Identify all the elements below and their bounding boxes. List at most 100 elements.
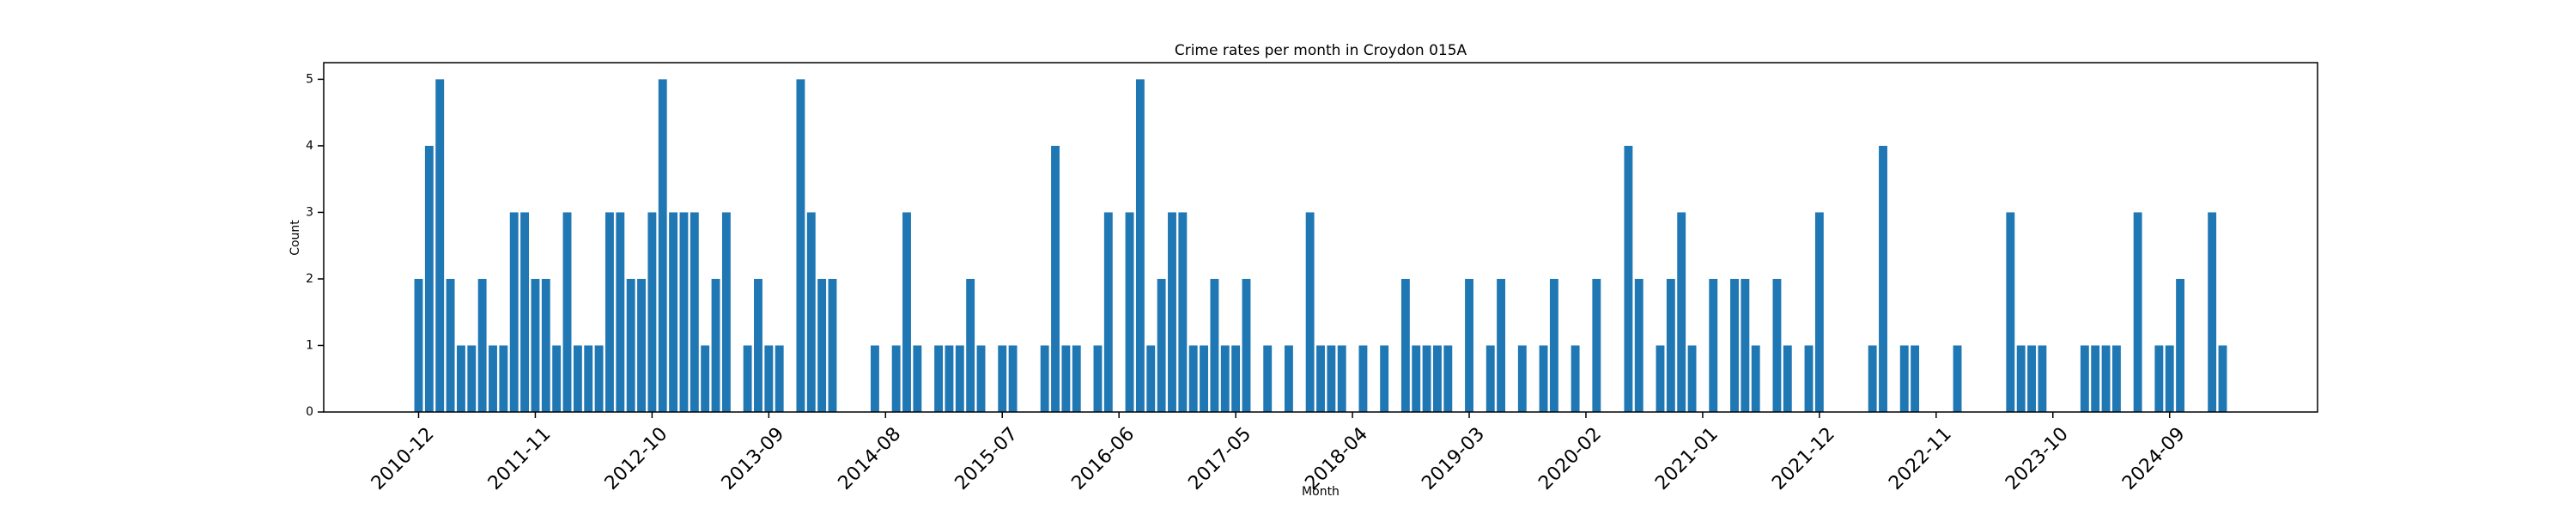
- bar: [616, 212, 625, 412]
- bar: [489, 345, 497, 412]
- bar: [1517, 345, 1527, 412]
- bar: [934, 345, 944, 412]
- bar: [1168, 212, 1176, 412]
- bar: [1178, 212, 1188, 412]
- bar: [456, 345, 465, 412]
- bar: [467, 345, 477, 412]
- x-tick-label: 2022-11: [1885, 423, 1956, 494]
- x-tick-label: 2010-12: [368, 423, 439, 494]
- bar: [2091, 345, 2100, 412]
- bar: [1412, 345, 1421, 412]
- bar: [976, 345, 986, 412]
- bar: [1899, 345, 1909, 412]
- bar: [1305, 212, 1315, 412]
- bar: [1783, 345, 1792, 412]
- bar: [552, 345, 562, 412]
- bar: [531, 278, 540, 412]
- bar: [1772, 278, 1782, 412]
- bar: [891, 345, 901, 412]
- bar: [955, 345, 964, 412]
- bar: [562, 212, 572, 412]
- bar: [1868, 345, 1877, 412]
- bar: [1656, 345, 1665, 412]
- bar: [945, 345, 954, 412]
- bar: [1061, 345, 1071, 412]
- bar: [647, 212, 657, 412]
- bar: [1465, 278, 1473, 412]
- bar: [1433, 345, 1442, 412]
- bar: [1592, 278, 1601, 412]
- plot-frame: [323, 62, 2318, 413]
- bar: [690, 212, 699, 412]
- y-tick-label: 0: [306, 405, 313, 419]
- bar: [1093, 345, 1103, 412]
- x-tick-label: 2018-04: [1301, 423, 1372, 494]
- bar: [594, 345, 604, 412]
- bar: [1263, 345, 1273, 412]
- bar: [1549, 278, 1558, 412]
- bar: [1666, 278, 1675, 412]
- bar: [1008, 345, 1018, 412]
- bar: [1135, 79, 1145, 412]
- bar: [1804, 345, 1814, 412]
- bar: [2080, 345, 2089, 412]
- x-tick-label: 2013-09: [718, 423, 789, 494]
- bar: [902, 212, 911, 412]
- bar: [1103, 212, 1113, 412]
- y-tick-label: 2: [306, 272, 313, 286]
- bar: [1040, 345, 1049, 412]
- bar: [1380, 345, 1389, 412]
- bar: [1125, 212, 1134, 412]
- bar: [870, 345, 879, 412]
- bar: [1571, 345, 1580, 412]
- bar: [1539, 345, 1548, 412]
- bar: [1400, 278, 1410, 412]
- bar: [775, 345, 784, 412]
- bar: [2006, 212, 2015, 412]
- bar: [721, 212, 731, 412]
- bar: [1358, 345, 1368, 412]
- chart-title: Crime rates per month in Croydon 015A: [1175, 42, 1467, 59]
- bar: [913, 345, 922, 412]
- bar: [1200, 345, 1208, 412]
- bar: [1284, 345, 1293, 412]
- bar: [1157, 278, 1166, 412]
- bar: [1730, 278, 1739, 412]
- x-tick-label: 2024-09: [2118, 423, 2190, 494]
- bar: [1485, 345, 1495, 412]
- bar: [1443, 345, 1453, 412]
- y-tick-label: 5: [306, 72, 313, 86]
- bar: [1188, 345, 1198, 412]
- bar: [743, 345, 752, 412]
- bar: [1624, 145, 1633, 412]
- bar: [1242, 278, 1251, 412]
- bar: [679, 212, 689, 412]
- x-tick-label: 2015-07: [951, 423, 1023, 494]
- x-tick-label: 2017-05: [1184, 423, 1255, 494]
- bar: [796, 79, 805, 412]
- bar: [626, 278, 635, 412]
- bar: [711, 278, 720, 412]
- bar: [1634, 278, 1643, 412]
- x-tick-label: 2021-12: [1768, 423, 1839, 494]
- bar: [1337, 345, 1346, 412]
- bar: [2133, 212, 2142, 412]
- bar: [1422, 345, 1431, 412]
- x-tick-label: 2011-11: [484, 423, 556, 494]
- bar: [998, 345, 1007, 412]
- x-axis-label: Month: [1302, 485, 1340, 499]
- y-axis-label: Count: [289, 220, 302, 256]
- bar: [1497, 278, 1506, 412]
- bar: [1879, 145, 1887, 412]
- bar: [2101, 345, 2111, 412]
- bar: [499, 345, 508, 412]
- y-tick-label: 3: [306, 205, 313, 219]
- bar: [806, 212, 816, 412]
- bar: [1072, 345, 1081, 412]
- bar: [1911, 345, 1920, 412]
- bar: [1814, 212, 1824, 412]
- y-tick-label: 4: [306, 139, 313, 153]
- bar: [1741, 278, 1750, 412]
- bar: [2176, 278, 2185, 412]
